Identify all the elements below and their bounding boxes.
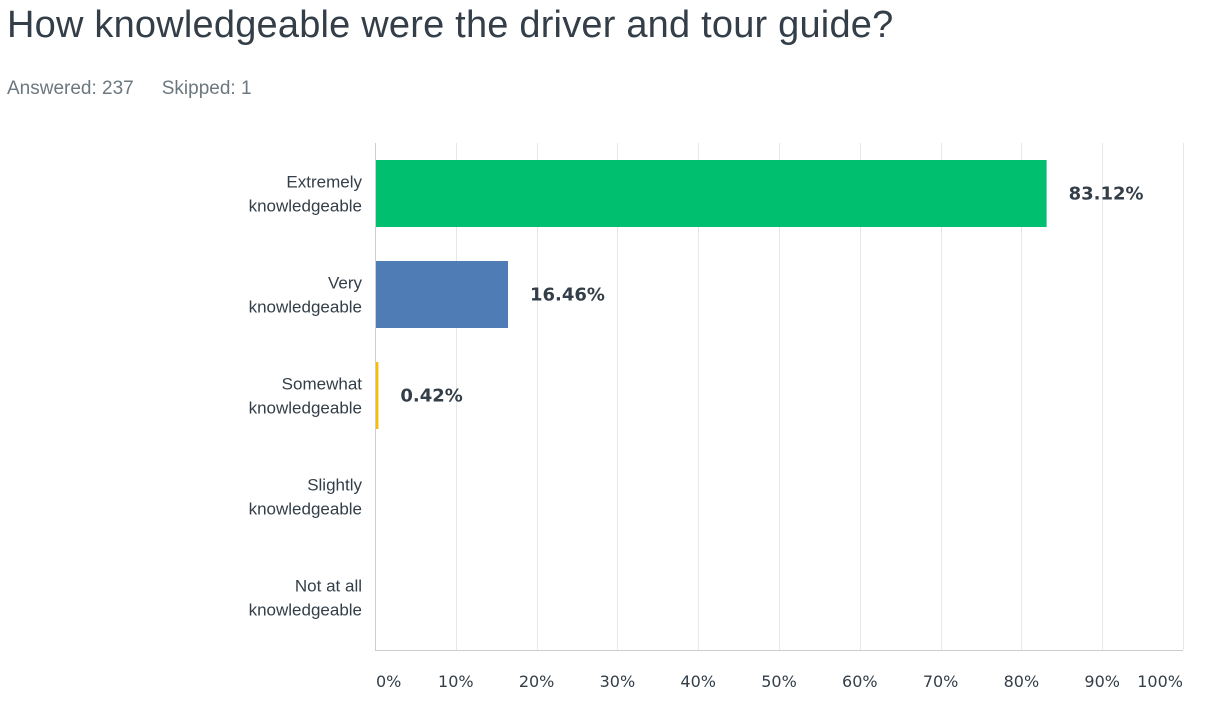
category-label-0-line-1: knowledgeable bbox=[249, 197, 362, 216]
bar-1[interactable] bbox=[375, 261, 508, 328]
x-tick-label-20: 20% bbox=[519, 672, 555, 691]
category-label-3-line-0: Slightly bbox=[307, 476, 362, 495]
value-label-1: 16.46% bbox=[530, 285, 605, 306]
response-stats: Answered: 237 Skipped: 1 bbox=[7, 78, 280, 100]
x-tick-label-10: 10% bbox=[438, 672, 474, 691]
x-tick-label-100: 100% bbox=[1137, 672, 1183, 691]
category-label-2-line-1: knowledgeable bbox=[249, 399, 362, 418]
category-label-3-line-1: knowledgeable bbox=[249, 500, 362, 519]
category-label-2-line-0: Somewhat bbox=[282, 375, 363, 394]
bar-0[interactable] bbox=[375, 160, 1047, 227]
value-label-0: 83.12% bbox=[1069, 184, 1144, 205]
x-tick-label-90: 90% bbox=[1084, 672, 1120, 691]
x-tick-label-70: 70% bbox=[923, 672, 959, 691]
x-tick-label-60: 60% bbox=[842, 672, 878, 691]
skipped-count: Skipped: 1 bbox=[161, 78, 252, 99]
category-label-0-line-0: Extremely bbox=[286, 173, 362, 192]
x-tick-label-40: 40% bbox=[680, 672, 716, 691]
x-tick-label-50: 50% bbox=[761, 672, 797, 691]
x-tick-label-80: 80% bbox=[1004, 672, 1040, 691]
category-label-4-line-0: Not at all bbox=[295, 577, 362, 596]
value-label-2: 0.42% bbox=[400, 386, 462, 407]
x-tick-label-0: 0% bbox=[376, 672, 401, 691]
question-title: How knowledgeable were the driver and to… bbox=[7, 4, 894, 46]
category-label-1-line-0: Very bbox=[328, 274, 363, 293]
x-tick-label-30: 30% bbox=[600, 672, 636, 691]
category-label-4-line-1: knowledgeable bbox=[249, 601, 362, 620]
answered-count: Answered: 237 bbox=[7, 78, 134, 99]
category-label-1-line-1: knowledgeable bbox=[249, 298, 362, 317]
bar-2[interactable] bbox=[375, 362, 379, 429]
